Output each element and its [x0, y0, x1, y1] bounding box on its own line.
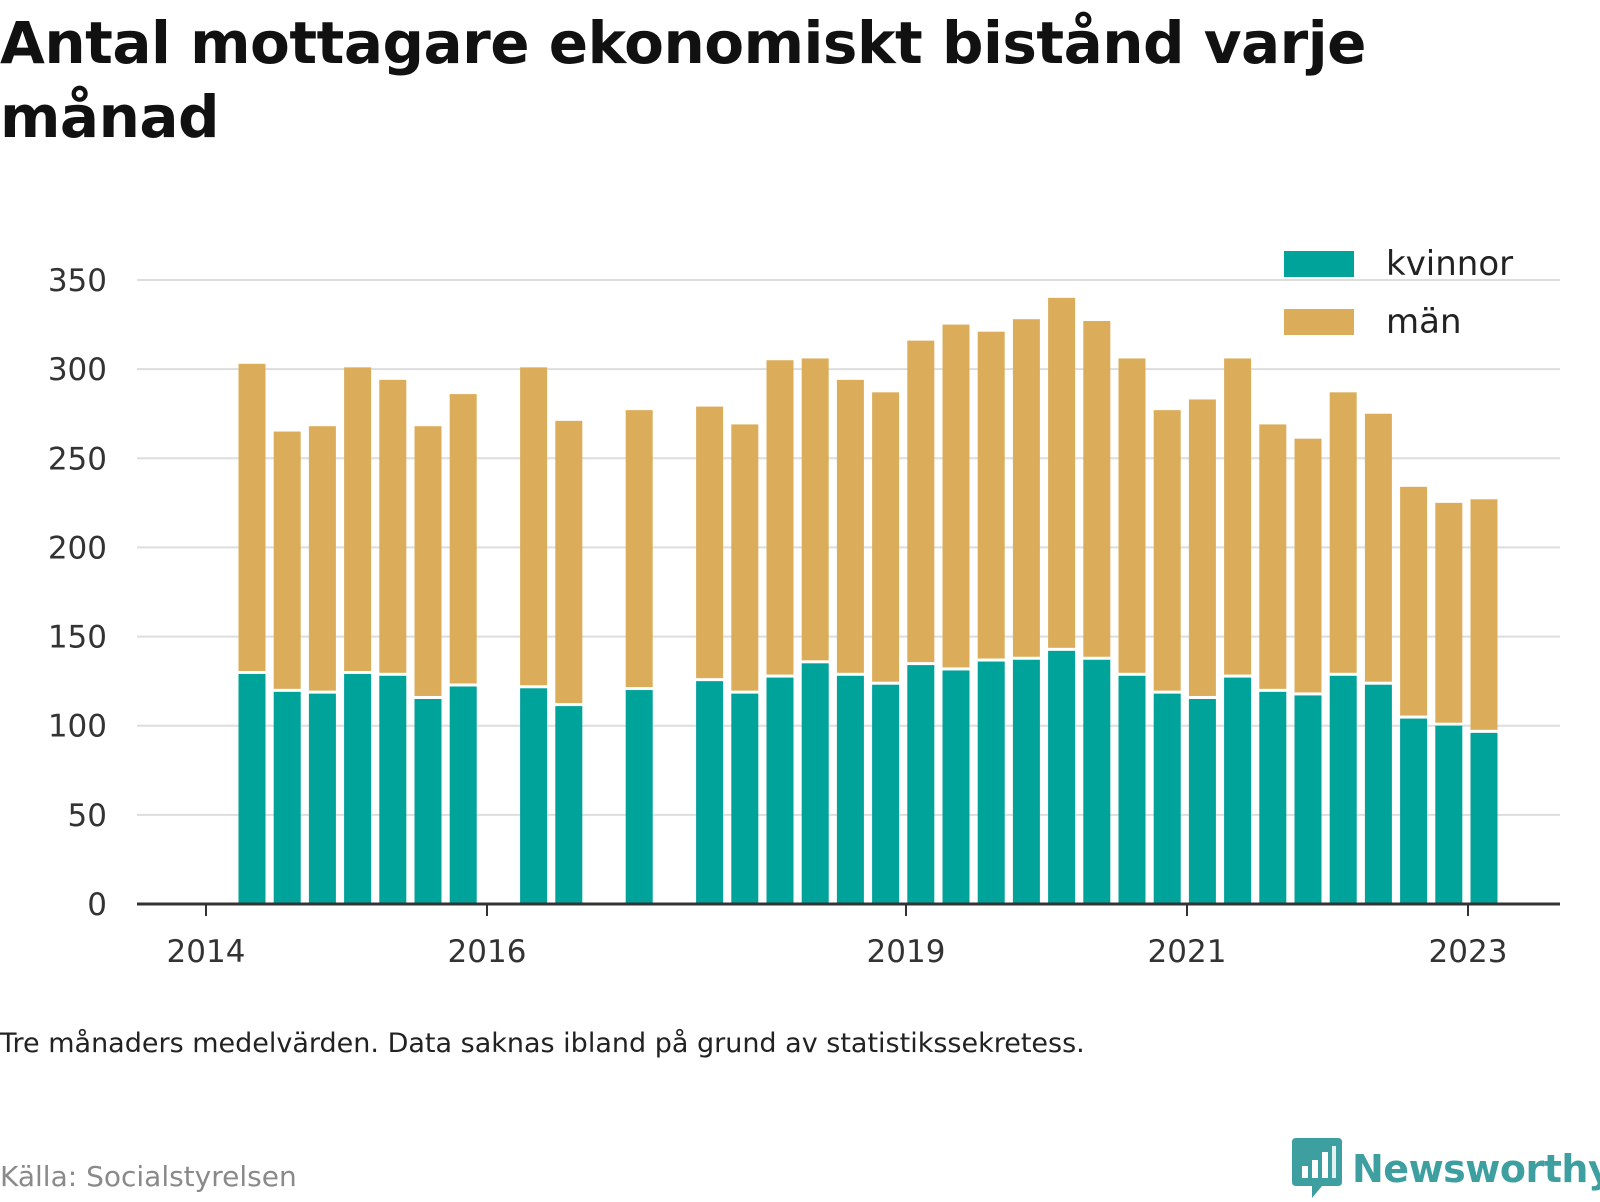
x-tick-label: 2016	[448, 934, 527, 970]
bar-man	[308, 426, 336, 691]
bar-kvinnor	[872, 684, 900, 904]
bar-man	[555, 420, 583, 704]
y-tick-label: 300	[48, 352, 107, 388]
bar-man	[1259, 424, 1287, 689]
bar-kvinnor	[1259, 691, 1287, 904]
bar-man	[801, 358, 829, 661]
bar-kvinnor	[1364, 684, 1392, 904]
bar-kvinnor	[1188, 698, 1216, 904]
bar-man	[836, 379, 864, 673]
x-axis: 2014 2016 2019 2021 2023	[137, 902, 1560, 970]
legend-swatch-kvinnor	[1284, 251, 1354, 277]
bar-kvinnor	[344, 674, 372, 904]
bar-man	[977, 331, 1005, 659]
bar-kvinnor	[836, 675, 864, 904]
bar-man	[1329, 392, 1357, 673]
bar-kvinnor	[449, 686, 477, 904]
bar-kvinnor	[942, 670, 970, 904]
bar-kvinnor	[238, 674, 266, 904]
y-tick-label: 150	[48, 620, 107, 656]
x-tick-label: 2023	[1429, 934, 1508, 970]
bar-kvinnor	[977, 661, 1005, 904]
y-tick-label: 100	[48, 709, 107, 745]
bar-kvinnor	[555, 706, 583, 904]
legend-label: män	[1386, 302, 1462, 342]
bar-kvinnor	[1224, 677, 1252, 904]
legend-label: kvinnor	[1386, 244, 1513, 284]
bar-man	[1470, 499, 1498, 730]
bar-man	[520, 367, 548, 686]
bar-kvinnor	[414, 698, 442, 904]
bar-kvinnor	[1294, 695, 1322, 904]
newsworthy-chart-bubble-icon	[1292, 1138, 1342, 1198]
bar-kvinnor	[1329, 675, 1357, 904]
bar-man	[1118, 358, 1146, 673]
bar-man	[731, 424, 759, 691]
legend: kvinnor män	[1284, 244, 1513, 342]
y-tick-label: 50	[68, 798, 107, 834]
bar-kvinnor	[1153, 693, 1181, 904]
bar-man	[414, 426, 442, 696]
bar-man	[379, 379, 407, 673]
y-tick-label: 0	[87, 887, 107, 923]
y-axis-tick-labels: 0 50 100 150 200 250 300 350	[48, 263, 107, 923]
bar-man	[1224, 358, 1252, 675]
bar-man	[449, 394, 477, 684]
bar-kvinnor	[731, 693, 759, 904]
bar-man	[1012, 319, 1040, 657]
bar-kvinnor	[308, 693, 336, 904]
bar-man	[942, 324, 970, 668]
x-tick-label: 2019	[867, 934, 946, 970]
bar-kvinnor	[273, 691, 301, 904]
bar-man	[1188, 399, 1216, 696]
bar-man	[1048, 297, 1076, 648]
bar-kvinnor	[520, 688, 548, 904]
bar-kvinnor	[907, 665, 935, 904]
bar-kvinnor	[766, 677, 794, 904]
brand-name: Newsworthy	[1352, 1147, 1600, 1191]
bar-kvinnor	[1470, 732, 1498, 904]
bar-kvinnor	[696, 681, 724, 904]
bar-kvinnor	[1400, 718, 1428, 904]
bar-man	[1153, 410, 1181, 691]
bar-man	[766, 360, 794, 675]
bar-kvinnor	[1435, 725, 1463, 904]
bar-kvinnor	[625, 690, 653, 904]
bar-man	[872, 392, 900, 682]
bar-man	[273, 431, 301, 689]
y-tick-label: 250	[48, 441, 107, 477]
bar-man	[1364, 413, 1392, 682]
bar-kvinnor	[379, 675, 407, 904]
bar-man	[238, 363, 266, 672]
bar-man	[1400, 486, 1428, 716]
bars	[238, 297, 1498, 904]
bar-man	[625, 410, 653, 688]
bar-man	[907, 340, 935, 663]
chart-title: Antal mottagare ekonomiskt bistånd varje…	[0, 9, 1367, 151]
bar-man	[1294, 438, 1322, 693]
bar-kvinnor	[1012, 659, 1040, 904]
bar-man	[1435, 502, 1463, 723]
footnote: Tre månaders medelvärden. Data saknas ib…	[0, 1028, 1085, 1059]
bar-kvinnor	[801, 663, 829, 904]
bar-man	[344, 367, 372, 672]
source-label: Källa: Socialstyrelsen	[0, 1160, 297, 1193]
brand-logo: Newsworthy	[1292, 1136, 1600, 1202]
bar-kvinnor	[1118, 675, 1146, 904]
x-tick-label: 2021	[1148, 934, 1227, 970]
legend-swatch-man	[1284, 309, 1354, 335]
bar-kvinnor	[1048, 650, 1076, 904]
y-tick-label: 350	[48, 263, 107, 299]
x-tick-label: 2014	[167, 934, 246, 970]
bar-man	[696, 406, 724, 679]
bar-man	[1083, 321, 1111, 657]
y-tick-label: 200	[48, 530, 107, 566]
bar-kvinnor	[1083, 659, 1111, 904]
